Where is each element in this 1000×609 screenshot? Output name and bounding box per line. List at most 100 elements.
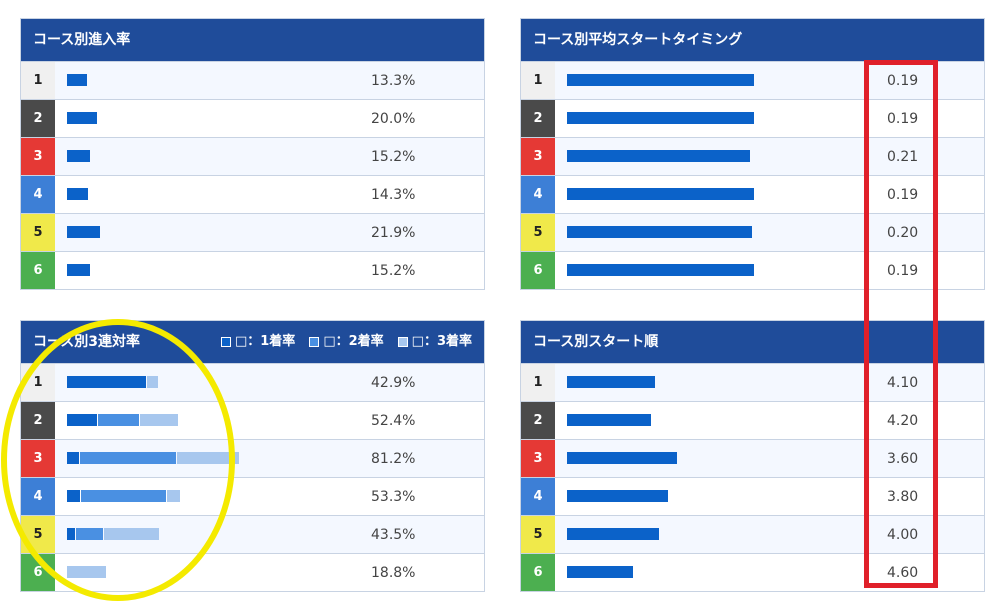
bar [67, 74, 87, 86]
chart-row: 5 21.9% [21, 213, 484, 251]
bar [67, 150, 90, 162]
bar [567, 376, 655, 388]
chart-row: 3 15.2% [21, 137, 484, 175]
chart-row: 3 81.2% [21, 439, 484, 477]
bar [567, 226, 752, 238]
legend-item-1st: □：1着率 [220, 321, 296, 363]
value-label: 0.19 [887, 186, 919, 203]
lane-number-5: 5 [21, 214, 55, 251]
value-label: 3.80 [887, 488, 919, 505]
lane-number-3: 3 [521, 138, 555, 175]
lane-number-6: 6 [21, 554, 55, 591]
value-label: 0.19 [887, 110, 919, 127]
bar-segment-1 [67, 528, 76, 540]
chart-row: 2 20.0% [21, 99, 484, 137]
entry-rate-panel: コース別進入率 1 13.3% 2 20.0% 3 15.2% 4 14.3% 5 21.9% 6 1… [20, 18, 485, 290]
chart-row: 3 3.60 [521, 439, 984, 477]
start-order-title: コース別スタート順 [521, 321, 984, 363]
legend-item-3rd: □：3着率 [397, 321, 472, 363]
legend-swatch [220, 337, 231, 347]
chart-row: 6 4.60 [521, 553, 984, 591]
value-label: 14.3% [371, 186, 416, 203]
bar-segment-2 [76, 528, 104, 540]
chart-row: 4 0.19 [521, 175, 984, 213]
bar [567, 188, 754, 200]
chart-row: 4 14.3% [21, 175, 484, 213]
chart-row: 4 3.80 [521, 477, 984, 515]
bar-segment-1 [67, 490, 81, 502]
lane-number-4: 4 [21, 176, 55, 213]
value-label: 0.21 [887, 148, 919, 165]
lane-number-2: 2 [21, 100, 55, 137]
value-label: 0.19 [887, 72, 919, 89]
bar-segment-3 [147, 376, 158, 388]
chart-row: 5 43.5% [21, 515, 484, 553]
avg-start-timing-panel: コース別平均スタートタイミング 1 0.19 2 0.19 3 0.21 4 0.19 5 0.2… [520, 18, 985, 290]
avg-start-timing-rows: 1 0.19 2 0.19 3 0.21 4 0.19 5 0.20 6 0.19 [521, 61, 984, 289]
avg-start-timing-title: コース別平均スタートタイミング [521, 19, 984, 61]
lane-number-1: 1 [521, 364, 555, 401]
lane-number-6: 6 [21, 252, 55, 289]
bar-segment-3 [104, 528, 159, 540]
value-label: 20.0% [371, 110, 416, 127]
bar [67, 226, 100, 238]
chart-row: 1 0.19 [521, 61, 984, 99]
bar [567, 490, 669, 502]
rentai-legend: □：1着率 □：2着率 □：3着率 [220, 321, 472, 363]
legend-swatch [397, 337, 408, 347]
chart-row: 5 4.00 [521, 515, 984, 553]
value-label: 81.2% [371, 450, 416, 467]
bar-segment-1 [67, 414, 98, 426]
chart-row: 2 4.20 [521, 401, 984, 439]
bar [567, 528, 660, 540]
lane-number-3: 3 [21, 138, 55, 175]
bar [67, 264, 90, 276]
lane-number-5: 5 [521, 214, 555, 251]
chart-row: 1 4.10 [521, 363, 984, 401]
value-label: 21.9% [371, 224, 416, 241]
value-label: 0.20 [887, 224, 919, 241]
value-label: 43.5% [371, 526, 416, 543]
lane-number-1: 1 [21, 364, 55, 401]
chart-row: 4 53.3% [21, 477, 484, 515]
bar-segment-1 [67, 452, 80, 464]
bar [567, 264, 754, 276]
value-label: 18.8% [371, 564, 416, 581]
bar-segment-2 [81, 490, 166, 502]
value-label: 3.60 [887, 450, 919, 467]
bar-segment-3 [139, 414, 178, 426]
value-label: 4.60 [887, 564, 919, 581]
value-label: 0.19 [887, 262, 919, 279]
rentai-rate-rows: 1 42.9% 2 52.4% 3 81.2% 4 53.3% 5 43.5% 6 18.8% [21, 363, 484, 591]
chart-row: 3 0.21 [521, 137, 984, 175]
legend-swatch [309, 337, 320, 347]
lane-number-4: 4 [521, 478, 555, 515]
lane-number-1: 1 [521, 62, 555, 99]
bar-segment-3 [67, 566, 107, 578]
lane-number-5: 5 [521, 516, 555, 553]
value-label: 15.2% [371, 262, 416, 279]
legend-label-1st: □：1着率 [234, 334, 296, 349]
bar [567, 566, 633, 578]
lane-number-6: 6 [521, 252, 555, 289]
value-label: 13.3% [371, 72, 416, 89]
value-label: 4.20 [887, 412, 919, 429]
value-label: 4.10 [887, 374, 919, 391]
lane-number-1: 1 [21, 62, 55, 99]
lane-number-3: 3 [521, 440, 555, 477]
bar [567, 150, 750, 162]
chart-row: 6 0.19 [521, 251, 984, 289]
value-label: 52.4% [371, 412, 416, 429]
start-order-rows: 1 4.10 2 4.20 3 3.60 4 3.80 5 4.00 6 4.60 [521, 363, 984, 591]
bar [567, 452, 677, 464]
lane-number-4: 4 [21, 478, 55, 515]
start-order-panel: コース別スタート順 1 4.10 2 4.20 3 3.60 4 3.80 5 4.00 6 4.60 [520, 320, 985, 592]
rentai-rate-title: コース別3連対率 [33, 334, 141, 350]
lane-number-6: 6 [521, 554, 555, 591]
chart-row: 6 18.8% [21, 553, 484, 591]
lane-number-3: 3 [21, 440, 55, 477]
chart-row: 2 52.4% [21, 401, 484, 439]
value-label: 53.3% [371, 488, 416, 505]
lane-number-4: 4 [521, 176, 555, 213]
entry-rate-title: コース別進入率 [21, 19, 484, 61]
